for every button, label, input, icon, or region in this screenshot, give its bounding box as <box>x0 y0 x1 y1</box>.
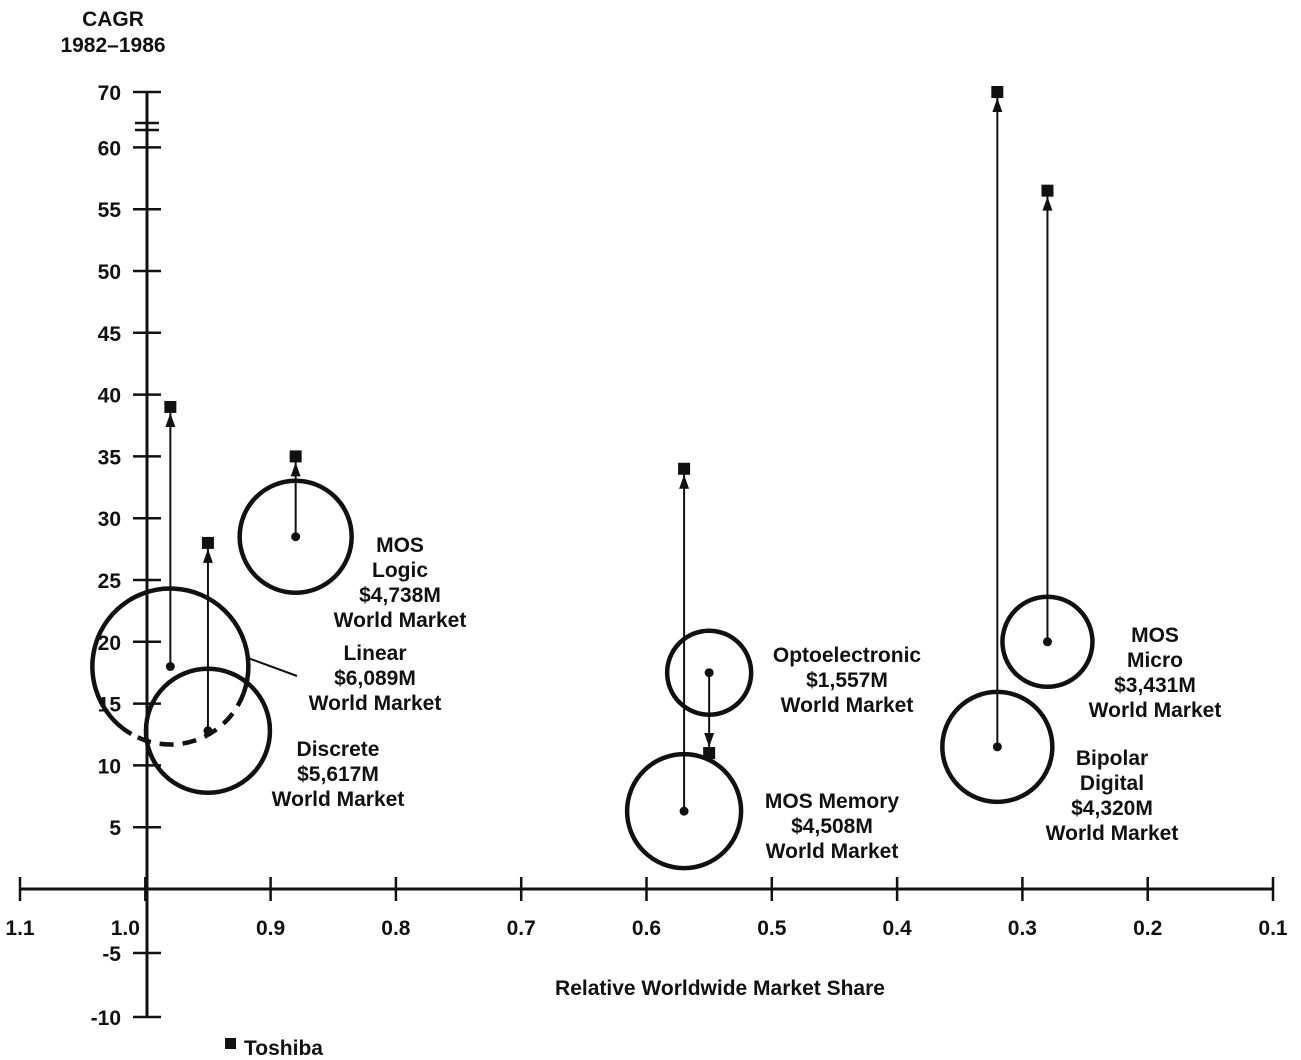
label-bipolar-digital: Bipolar Digital $4,320M World Market <box>1046 747 1179 845</box>
label-line: $3,431M <box>1114 674 1196 697</box>
arrowhead-mos-memory <box>679 474 690 489</box>
x-tick-label: 0.3 <box>1008 917 1037 940</box>
y-tick-label: 10 <box>98 755 121 778</box>
bubble-linear <box>90 586 251 737</box>
label-line: $6,089M <box>334 667 416 690</box>
label-line: $4,508M <box>791 815 873 838</box>
label-line: World Market <box>1046 822 1179 845</box>
label-line: $4,320M <box>1071 797 1153 820</box>
arrowhead-optoelectronic <box>704 733 715 748</box>
y-axis-title-line-2: 1982–1986 <box>60 34 165 57</box>
arrowhead-discrete <box>202 548 213 563</box>
x-tick-label: 0.2 <box>1133 917 1162 940</box>
leader-line-linear <box>247 657 298 677</box>
toshiba-marker-optoelectronic <box>703 747 716 760</box>
label-line: MOS <box>1131 624 1179 647</box>
toshiba-marker-mos-micro <box>1041 184 1054 197</box>
toshiba-marker-discrete <box>201 536 214 549</box>
y-tick-label: -5 <box>102 943 121 966</box>
x-tick-label: 1.1 <box>5 917 35 940</box>
label-line: Optoelectronic <box>773 644 922 667</box>
x-tick-label: 0.1 <box>1258 917 1288 940</box>
y-tick-label: 60 <box>98 137 121 160</box>
y-axis-title-line-1: CAGR <box>82 8 144 31</box>
arrowhead-mos-micro <box>1042 196 1053 211</box>
y-tick-label: 50 <box>98 261 121 284</box>
label-line: Micro <box>1127 649 1183 672</box>
x-tick-label: 1.0 <box>111 917 140 940</box>
y-tick-label: 45 <box>98 323 122 346</box>
x-axis-label: Relative Worldwide Market Share <box>555 977 885 1000</box>
axes: 1.1 1.0 0.9 0.8 0.7 0.6 0.5 0.4 0.3 0.2 0.17060555… <box>5 82 1288 1030</box>
y-tick-label: 30 <box>98 508 121 531</box>
label-line: World Market <box>781 694 914 717</box>
toshiba-marker-bipolar-digital <box>991 86 1004 98</box>
y-tick-label: -10 <box>91 1007 121 1030</box>
y-tick-label: 25 <box>98 570 122 593</box>
x-tick-label: 0.9 <box>256 917 285 940</box>
label-optoelectronic: Optoelectronic $1,557M World Market <box>773 644 922 717</box>
label-line: Bipolar <box>1076 747 1148 770</box>
toshiba-marker-mos-logic <box>289 450 302 463</box>
arrowhead-linear <box>165 412 176 427</box>
label-mos-micro: MOS Micro $3,431M World Market <box>1089 624 1222 722</box>
y-tick-label: 40 <box>98 385 121 408</box>
label-line: MOS <box>376 534 424 557</box>
label-line: $4,738M <box>359 584 441 607</box>
y-tick-label: 35 <box>98 446 122 469</box>
label-line: World Market <box>309 692 442 715</box>
label-line: World Market <box>334 609 467 632</box>
arrowhead-mos-logic <box>290 462 301 477</box>
x-tick-label: 0.4 <box>882 917 912 940</box>
label-line: World Market <box>1089 699 1222 722</box>
legend-toshiba-marker <box>225 1038 236 1049</box>
label-line: Logic <box>372 559 428 582</box>
toshiba-marker-mos-memory <box>678 462 691 475</box>
label-discrete: Discrete $5,617M World Market <box>272 738 405 811</box>
label-mos-logic: MOS Logic $4,738M World Market <box>334 534 467 632</box>
y-tick-label: 55 <box>98 199 122 222</box>
legend-toshiba-label: Toshiba <box>244 1037 323 1060</box>
y-tick-label: 70 <box>98 82 121 105</box>
x-tick-label: 0.5 <box>757 917 787 940</box>
label-linear: Linear $6,089M World Market <box>309 642 442 715</box>
bubbles-layer <box>90 86 1095 871</box>
label-mos-memory: MOS Memory $4,508M World Market <box>765 790 900 863</box>
label-line: World Market <box>272 788 405 811</box>
y-tick-label: 20 <box>98 632 121 655</box>
label-line: Discrete <box>297 738 380 761</box>
label-line: Linear <box>343 642 406 665</box>
label-line: MOS Memory <box>765 790 900 813</box>
label-line: World Market <box>766 840 899 863</box>
toshiba-marker-linear <box>164 400 177 413</box>
label-line: $5,617M <box>297 763 379 786</box>
x-tick-label: 0.8 <box>381 917 411 940</box>
x-tick-label: 0.7 <box>507 917 536 940</box>
arrowhead-bipolar-digital <box>992 98 1003 112</box>
label-line: Digital <box>1080 772 1144 795</box>
label-line: $1,557M <box>806 669 888 692</box>
y-tick-label: 5 <box>109 817 121 840</box>
x-tick-label: 0.6 <box>632 917 661 940</box>
